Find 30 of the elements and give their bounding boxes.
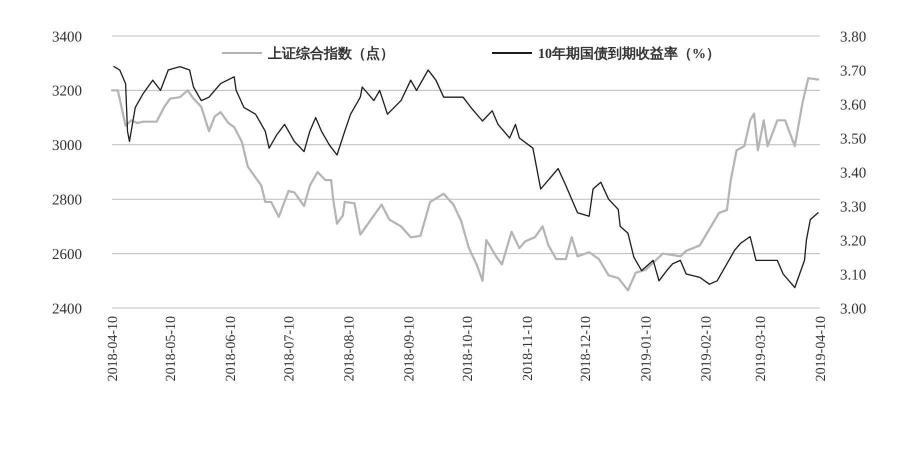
- y2-tick-label: 3.50: [840, 131, 866, 148]
- y-tick-label: 3200: [52, 84, 82, 100]
- x-tick-label: 2019-02-10: [699, 316, 714, 382]
- x-tick-label: 2018-04-10: [106, 316, 121, 382]
- legend-label: 上证综合指数（点）: [267, 44, 394, 62]
- y-tick-label: 2800: [52, 192, 82, 208]
- x-tick-label: 2018-07-10: [282, 316, 298, 382]
- x-tick-label: 2019-03-10: [754, 316, 769, 382]
- y2-tick-label: 3.20: [840, 233, 866, 250]
- x-tick-label: 2018-10-10: [460, 316, 476, 382]
- legend-label: 10年期国债到期收益率（%）: [538, 44, 720, 62]
- y-tick-label: 3000: [52, 138, 82, 154]
- x-tick-label: 2019-04-10: [814, 316, 829, 382]
- x-tick-label: 2019-01-10: [639, 316, 654, 382]
- y-tick-label: 2600: [52, 246, 82, 263]
- y2-tick-label: 3.30: [840, 199, 866, 216]
- y2-tick-label: 3.00: [840, 301, 866, 318]
- y2-tick-label: 3.40: [840, 165, 866, 182]
- y2-tick-label: 3.60: [840, 97, 866, 114]
- y2-tick-label: 3.70: [840, 63, 866, 80]
- y-tick-label: 2400: [52, 301, 82, 318]
- y-tick-label: 3400: [52, 29, 82, 46]
- y2-tick-label: 3.80: [840, 29, 866, 46]
- x-tick-label: 2018-12-10: [579, 316, 594, 382]
- x-tick-label: 2018-06-10: [224, 316, 240, 382]
- x-tick-label: 2018-08-10: [342, 316, 358, 382]
- x-tick-label: 2018-11-10: [521, 316, 536, 381]
- x-tick-label: 2018-05-10: [164, 316, 180, 382]
- x-tick-label: 2018-09-10: [402, 316, 418, 382]
- y2-tick-label: 3.10: [840, 267, 866, 284]
